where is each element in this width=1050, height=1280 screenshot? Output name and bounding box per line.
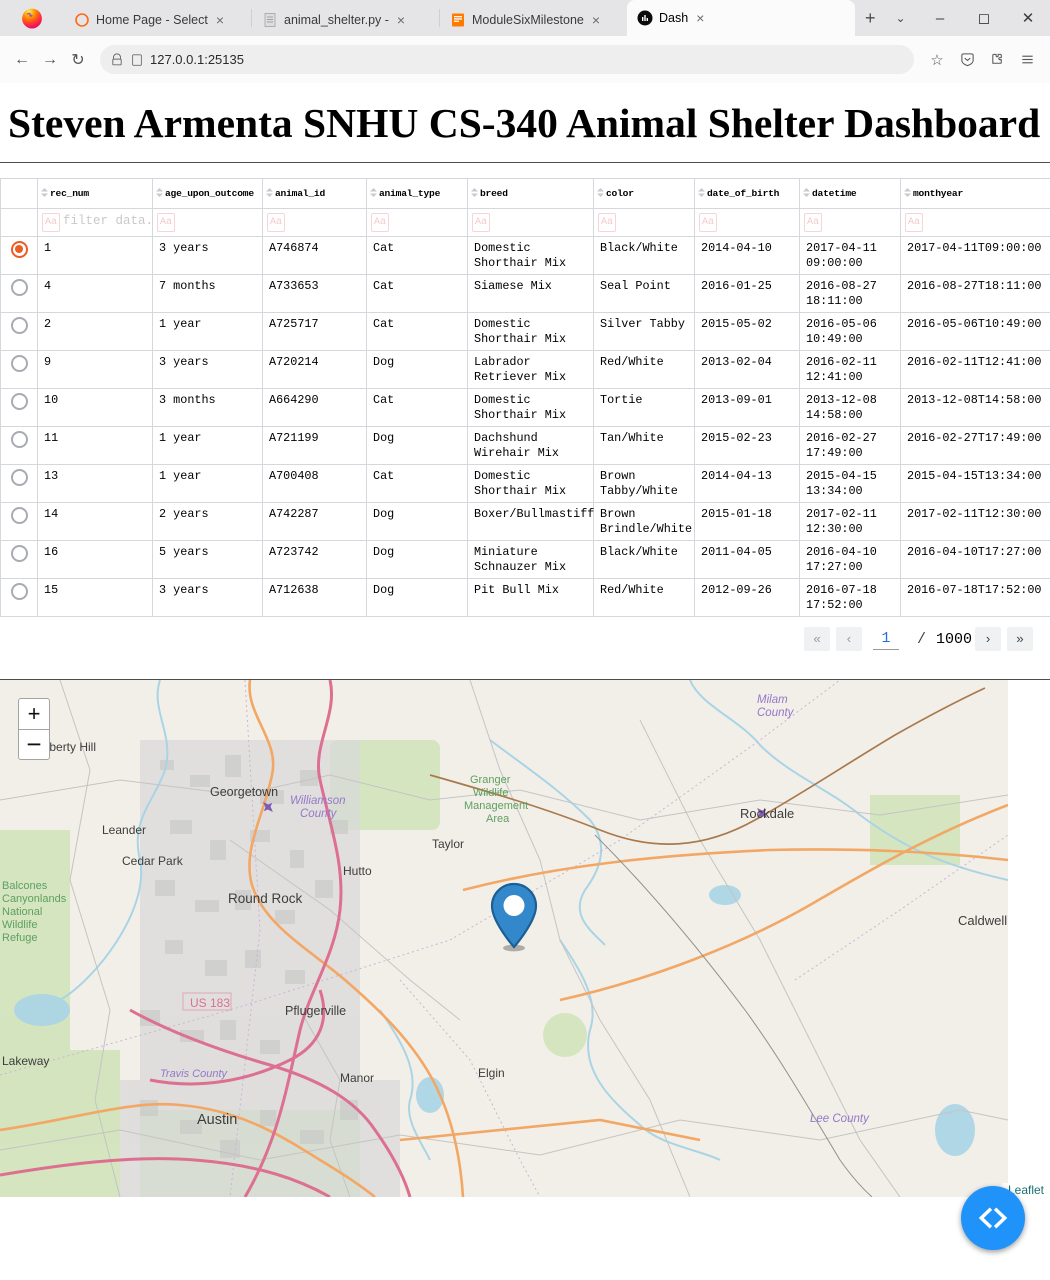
svg-text:County: County xyxy=(757,707,795,719)
svg-text:Granger: Granger xyxy=(470,774,511,786)
svg-text:County: County xyxy=(300,808,338,820)
svg-text:Georgetown: Georgetown xyxy=(210,785,278,799)
svg-text:Balcones: Balcones xyxy=(2,880,48,892)
svg-text:Leander: Leander xyxy=(102,823,146,837)
svg-text:Lakeway: Lakeway xyxy=(2,1054,49,1068)
svg-text:Round Rock: Round Rock xyxy=(228,891,303,906)
svg-text:Canyonlands: Canyonlands xyxy=(2,893,67,905)
svg-text:US 183: US 183 xyxy=(190,996,230,1010)
svg-text:Caldwell: Caldwell xyxy=(958,913,1007,928)
svg-text:Wildlife: Wildlife xyxy=(473,787,508,799)
svg-text:Lee County: Lee County xyxy=(810,1113,870,1125)
svg-text:Travis County: Travis County xyxy=(160,1068,229,1080)
svg-text:Hutto: Hutto xyxy=(343,864,372,878)
svg-text:Management: Management xyxy=(464,800,528,812)
svg-text:National: National xyxy=(2,906,42,918)
svg-text:Cedar Park: Cedar Park xyxy=(122,854,184,868)
svg-text:Rockdale: Rockdale xyxy=(740,806,794,821)
svg-text:Taylor: Taylor xyxy=(432,837,464,851)
svg-text:Manor: Manor xyxy=(340,1071,374,1085)
svg-text:Milam: Milam xyxy=(757,694,788,706)
svg-text:Pflugerville: Pflugerville xyxy=(285,1004,346,1018)
svg-text:Refuge: Refuge xyxy=(2,932,37,944)
svg-text:Williamson: Williamson xyxy=(290,795,346,807)
svg-text:Elgin: Elgin xyxy=(478,1066,505,1080)
svg-text:Area: Area xyxy=(486,813,510,825)
svg-text:Austin: Austin xyxy=(197,1112,237,1128)
svg-text:Wildlife: Wildlife xyxy=(2,919,37,931)
